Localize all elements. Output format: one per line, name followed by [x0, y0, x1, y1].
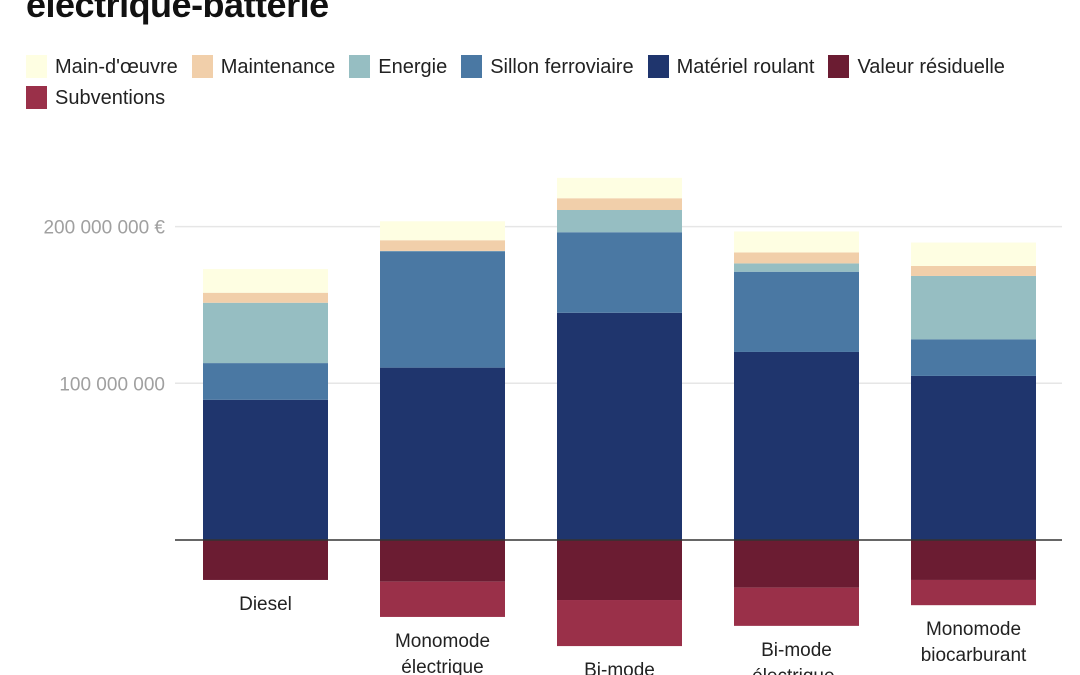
- bar-segment: [911, 242, 1036, 266]
- legend-label: Maintenance: [220, 56, 336, 78]
- bar-segment: [911, 579, 1036, 606]
- bar-segment: [734, 271, 859, 352]
- legend-item: Sillon ferroviaire: [461, 52, 634, 83]
- legend-item: Valeur résiduelle: [828, 52, 1005, 83]
- x-tick-label: Monomode: [395, 631, 490, 652]
- bar-segment: [203, 363, 328, 400]
- bar-segment: [734, 540, 859, 588]
- bar-segment: [203, 269, 328, 293]
- bar-segment: [557, 600, 682, 647]
- legend-swatch: [191, 55, 213, 78]
- x-tick-label: Bi-mode: [761, 640, 832, 661]
- bar-segment: [557, 198, 682, 210]
- legend-swatch: [461, 55, 483, 78]
- legend-label: Matériel roulant: [676, 56, 815, 78]
- y-tick-label: 200 000 000 €: [43, 218, 165, 239]
- bar-segment: [380, 367, 505, 540]
- bar-segment: [380, 540, 505, 582]
- bar-segment: [380, 221, 505, 241]
- legend-swatch: [647, 55, 669, 78]
- bar-segment: [911, 540, 1036, 580]
- x-tick-label: électrique-: [752, 666, 841, 675]
- bar-segment: [557, 232, 682, 313]
- legend-swatch: [828, 55, 850, 78]
- legend-label: Valeur résiduelle: [857, 56, 1005, 78]
- legend-item: Subventions: [26, 83, 165, 114]
- legend-swatch: [26, 55, 47, 78]
- bar-segment: [203, 292, 328, 303]
- x-tick-label: Bi-mode: [584, 660, 655, 675]
- bar-segment: [911, 339, 1036, 376]
- legend-label: Main-d'œuvre: [55, 56, 178, 78]
- bar-segment: [380, 240, 505, 251]
- bar-segment: [380, 581, 505, 617]
- bar-segment: [203, 540, 328, 580]
- x-tick-label: Diesel: [239, 594, 292, 615]
- legend-item: Matériel roulant: [647, 52, 815, 83]
- bar-segment: [734, 263, 859, 272]
- y-tick-label: 100 000 000: [59, 374, 165, 395]
- bar-segment: [557, 312, 682, 540]
- x-tick-label: biocarburant: [921, 645, 1027, 666]
- legend-label: Subventions: [55, 87, 166, 109]
- bar-segment: [734, 587, 859, 626]
- x-tick-label: Monomode: [926, 619, 1021, 640]
- chart-title: électrique-batterie: [26, 0, 329, 25]
- bar-segment: [380, 251, 505, 368]
- bar-segment: [911, 275, 1036, 340]
- legend-swatch: [349, 55, 371, 78]
- legend-label: Sillon ferroviaire: [490, 56, 634, 78]
- bar-segment: [911, 265, 1036, 276]
- bar-segment: [734, 252, 859, 264]
- bar-segment: [734, 231, 859, 253]
- legend-item: Main-d'œuvre: [26, 52, 178, 83]
- bar-segment: [734, 351, 859, 540]
- bar-segment: [203, 302, 328, 364]
- legend-label: Energie: [378, 56, 448, 78]
- bar-segment: [557, 177, 682, 199]
- x-tick-label: électrique: [401, 657, 483, 675]
- legend-swatch: [26, 86, 47, 109]
- bar-segment: [203, 399, 328, 540]
- legend-item: Energie: [349, 52, 447, 83]
- legend-item: Maintenance: [191, 52, 336, 83]
- legend: Main-d'œuvre Maintenance Energie Sillon fer…: [26, 52, 1046, 114]
- bar-segment: [557, 209, 682, 233]
- bar-segment: [557, 540, 682, 601]
- bar-segment: [911, 375, 1036, 540]
